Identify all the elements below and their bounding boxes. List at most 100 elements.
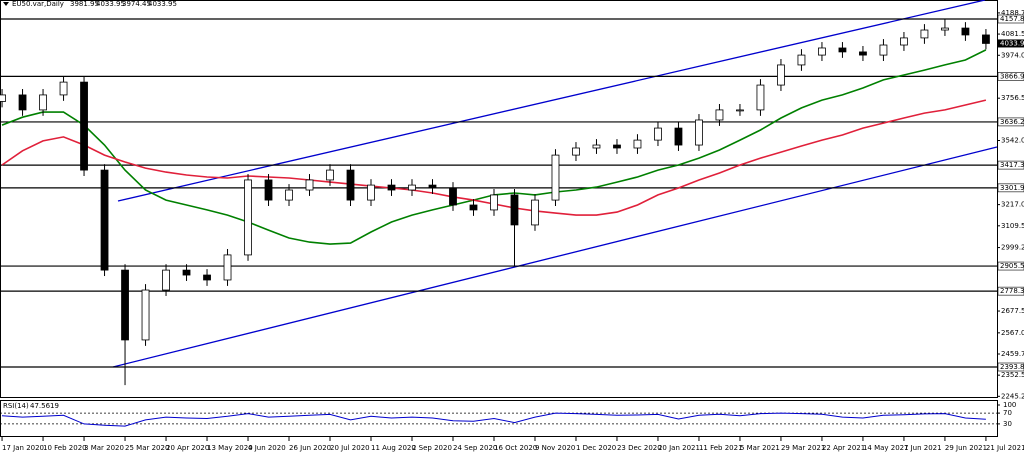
candle-body	[654, 127, 662, 141]
candle-body	[100, 169, 109, 271]
indicator-line	[1, 412, 986, 427]
candle-body	[182, 269, 191, 276]
candle-body	[695, 119, 703, 146]
x-tick-label: 4 Jun 2020	[248, 444, 286, 452]
y-tick-label: 3217.00	[1001, 201, 1024, 209]
level-label-box	[997, 160, 1024, 170]
indicator-title: RSI(14)	[3, 402, 29, 410]
main-frame	[0, 0, 998, 398]
candle-body	[121, 269, 129, 341]
candle-body	[879, 44, 888, 56]
level-label-box	[997, 286, 1024, 296]
candle-body	[162, 269, 170, 291]
x-tick-label: 5 Mar 2021	[740, 444, 780, 452]
candle-body	[551, 154, 560, 201]
x-tick-label: 9 Nov 2020	[535, 444, 575, 452]
candle-body	[941, 27, 949, 31]
candle-body	[264, 179, 273, 201]
candle-body	[818, 47, 826, 56]
y-tick-label: 3756.50	[1001, 94, 1024, 102]
y-tick-label: 4081.50	[1001, 30, 1024, 38]
candle-body	[449, 187, 457, 206]
level-label-box	[997, 117, 1024, 127]
candle-body	[141, 289, 150, 341]
candle-body	[859, 51, 867, 56]
level-label-box	[997, 14, 1024, 24]
trend-line	[117, 0, 986, 202]
x-tick-label: 2 Sep 2020	[412, 444, 452, 452]
y-tick-label: 2459.75	[1001, 350, 1024, 358]
level-label-box	[997, 183, 1024, 193]
indicator-tick-label: 70	[1003, 409, 1012, 417]
candle-body	[900, 37, 908, 46]
last-price-label: 4033.95	[1000, 39, 1024, 47]
candle-body	[838, 47, 847, 53]
candle-body	[305, 179, 314, 191]
y-tick-label: 2999.25	[1001, 244, 1024, 252]
candle-body	[18, 94, 27, 111]
level-label-box	[997, 72, 1024, 81]
level-label: 4157.88	[1000, 15, 1024, 23]
candle-body	[59, 81, 68, 96]
header-value: 3981.95	[70, 0, 99, 8]
level-label-box	[997, 362, 1024, 372]
level-label: 3636.21	[1000, 118, 1024, 126]
y-tick-label: 3974.00	[1001, 51, 1024, 59]
header-value: 4033.95	[96, 0, 125, 8]
x-tick-label: 10 Feb 2020	[43, 444, 87, 452]
menu-arrow[interactable]	[3, 2, 9, 6]
x-tick-label: 25 Mar 2020	[125, 444, 169, 452]
y-tick-label: 4188.75	[1001, 9, 1024, 17]
x-tick-label: 1 Dec 2020	[576, 444, 616, 452]
level-label: 2905.56	[1000, 262, 1024, 270]
y-tick-label: 3109.50	[1001, 222, 1024, 230]
x-tick-label: 26 Jun 2020	[289, 444, 331, 452]
candle-body	[428, 184, 437, 189]
y-tick-label: 2245.25	[1001, 392, 1024, 400]
candle-body	[469, 204, 478, 211]
y-tick-label: 2567.00	[1001, 329, 1024, 337]
candle-body	[715, 109, 724, 121]
candle-body	[244, 179, 252, 256]
last-price-box	[998, 39, 1024, 48]
candle-body	[756, 84, 765, 111]
candle-body	[408, 184, 416, 191]
x-tick-label: 20 Jul 2020	[330, 444, 370, 452]
x-tick-label: 23 Dec 2020	[617, 444, 662, 452]
x-tick-label: 7 Jun 2021	[904, 444, 942, 452]
x-tick-label: 29 Mar 2021	[781, 444, 825, 452]
x-tick-label: 3 Mar 2020	[84, 444, 124, 452]
candle-body	[982, 34, 990, 44]
chart-title: EU50.var,Daily	[12, 0, 64, 8]
candle-body	[736, 109, 744, 112]
x-tick-label: 11 Aug 2020	[371, 444, 416, 452]
x-tick-label: 13 May 2020	[207, 444, 253, 452]
candle-body	[510, 194, 519, 226]
x-tick-label: 17 Jan 2020	[2, 444, 44, 452]
level-label: 3417.31	[1000, 161, 1024, 169]
indicator-tick-label: 100	[1003, 401, 1016, 409]
candle-body	[285, 189, 293, 201]
candle-body	[326, 169, 334, 181]
candle-body	[387, 184, 396, 191]
header-value: 3974.45	[122, 0, 151, 8]
candle-body	[531, 199, 539, 226]
trend-line	[112, 146, 998, 368]
x-tick-label: 20 Apr 2020	[166, 444, 209, 452]
y-tick-label: 2352.50	[1001, 371, 1024, 379]
indicator-frame	[0, 400, 998, 437]
candle-body	[223, 254, 232, 281]
candle-body	[961, 27, 970, 36]
indicator-tick-label: 30	[1003, 420, 1012, 428]
level-label: 3301.95	[1000, 184, 1024, 192]
indicator-value: 47.5619	[30, 402, 59, 410]
level-label-box	[997, 261, 1024, 271]
x-tick-label: 29 Jun 2021	[945, 444, 987, 452]
level-label: 2778.37	[1000, 287, 1024, 295]
x-tick-label: 21 Jul 2021	[986, 444, 1024, 452]
x-tick-label: 11 Feb 2021	[699, 444, 743, 452]
candle-body	[80, 81, 88, 171]
level-label: 3866.94	[1000, 72, 1024, 80]
candle-body	[777, 64, 785, 86]
y-tick-label: 3542.00	[1001, 136, 1024, 144]
